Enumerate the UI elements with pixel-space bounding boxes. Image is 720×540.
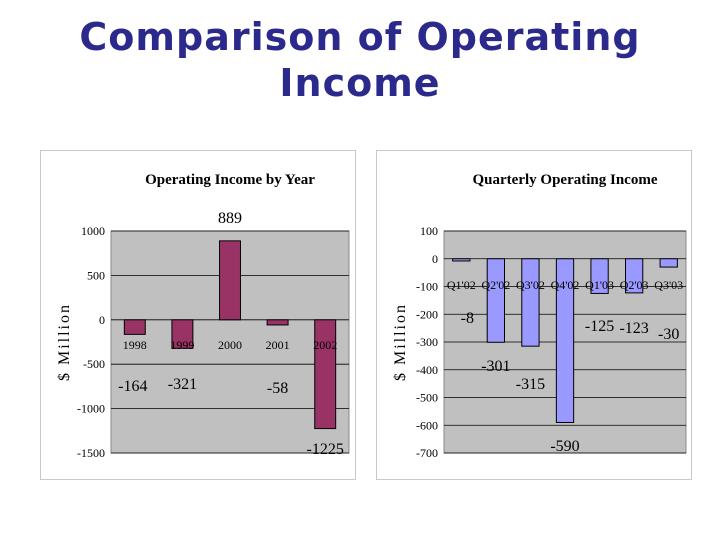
data-label: 889 (218, 210, 242, 227)
bar (452, 258, 471, 262)
data-label: -321 (168, 376, 197, 393)
category-label: Q3'03 (654, 278, 683, 292)
y-tick-label: 100 (420, 224, 438, 238)
bar (219, 240, 241, 321)
bar (266, 319, 289, 326)
category-label: 2001 (266, 338, 290, 352)
category-label: 1999 (170, 338, 194, 352)
y-tick-label: 0 (99, 313, 105, 327)
bar (171, 319, 194, 349)
slide-title: Comparison of Operating Income (79, 15, 641, 105)
y-axis-label: $ Million (56, 303, 73, 381)
chart-title: Operating Income by Year (145, 172, 315, 188)
category-label: 1998 (123, 338, 147, 352)
annual-income-chart-panel: Operating Income by Year 1000 500 0 -500 -100… (40, 150, 356, 480)
y-tick-label: -500 (83, 357, 105, 371)
data-label: -58 (267, 380, 288, 397)
bar (123, 319, 146, 335)
category-label: Q4'02 (551, 278, 580, 292)
data-label: -8 (461, 310, 474, 327)
annual-income-chart: Operating Income by Year 1000 500 0 -500 -100… (56, 172, 350, 460)
data-label: -30 (658, 326, 679, 343)
y-axis-label: $ Million (392, 303, 409, 381)
y-tick-label: -1500 (77, 446, 105, 460)
y-tick-label: -1000 (77, 402, 105, 416)
category-label: Q3'02 (516, 278, 545, 292)
quarterly-income-chart-panel: Quarterly Operating Income 100 0 -100 -200 -3… (376, 150, 692, 480)
data-label: -1225 (307, 441, 344, 458)
category-label: Q2'02 (481, 278, 510, 292)
chart-title: Quarterly Operating Income (473, 172, 658, 188)
category-label: 2000 (218, 338, 242, 352)
bar (590, 258, 609, 294)
category-label: Q1'02 (447, 278, 476, 292)
bar (314, 319, 337, 430)
y-tick-label: 500 (87, 268, 105, 282)
quarterly-income-chart: Quarterly Operating Income 100 0 -100 -200 -3… (392, 172, 687, 460)
data-label: -125 (585, 318, 614, 335)
data-label: -164 (118, 378, 147, 395)
y-tick-label: -700 (416, 446, 438, 460)
category-label: Q2'03 (620, 278, 649, 292)
category-label: 2002 (313, 338, 337, 352)
bar (625, 258, 644, 294)
bar (521, 258, 540, 347)
y-tick-label: -400 (416, 363, 438, 377)
data-label: -590 (550, 438, 579, 455)
category-label: Q1'03 (585, 278, 614, 292)
y-tick-label: -500 (416, 391, 438, 405)
data-label: -315 (516, 376, 545, 393)
data-label: -123 (619, 320, 648, 337)
bar (555, 258, 575, 423)
y-tick-label: 0 (432, 252, 438, 266)
data-label: -301 (481, 358, 510, 375)
y-tick-label: 1000 (81, 224, 105, 238)
bar (659, 258, 678, 268)
y-tick-label: -200 (416, 307, 438, 321)
y-tick-label: -100 (416, 280, 438, 294)
y-tick-label: -600 (416, 418, 438, 432)
bar (486, 258, 506, 343)
y-tick-label: -300 (416, 335, 438, 349)
